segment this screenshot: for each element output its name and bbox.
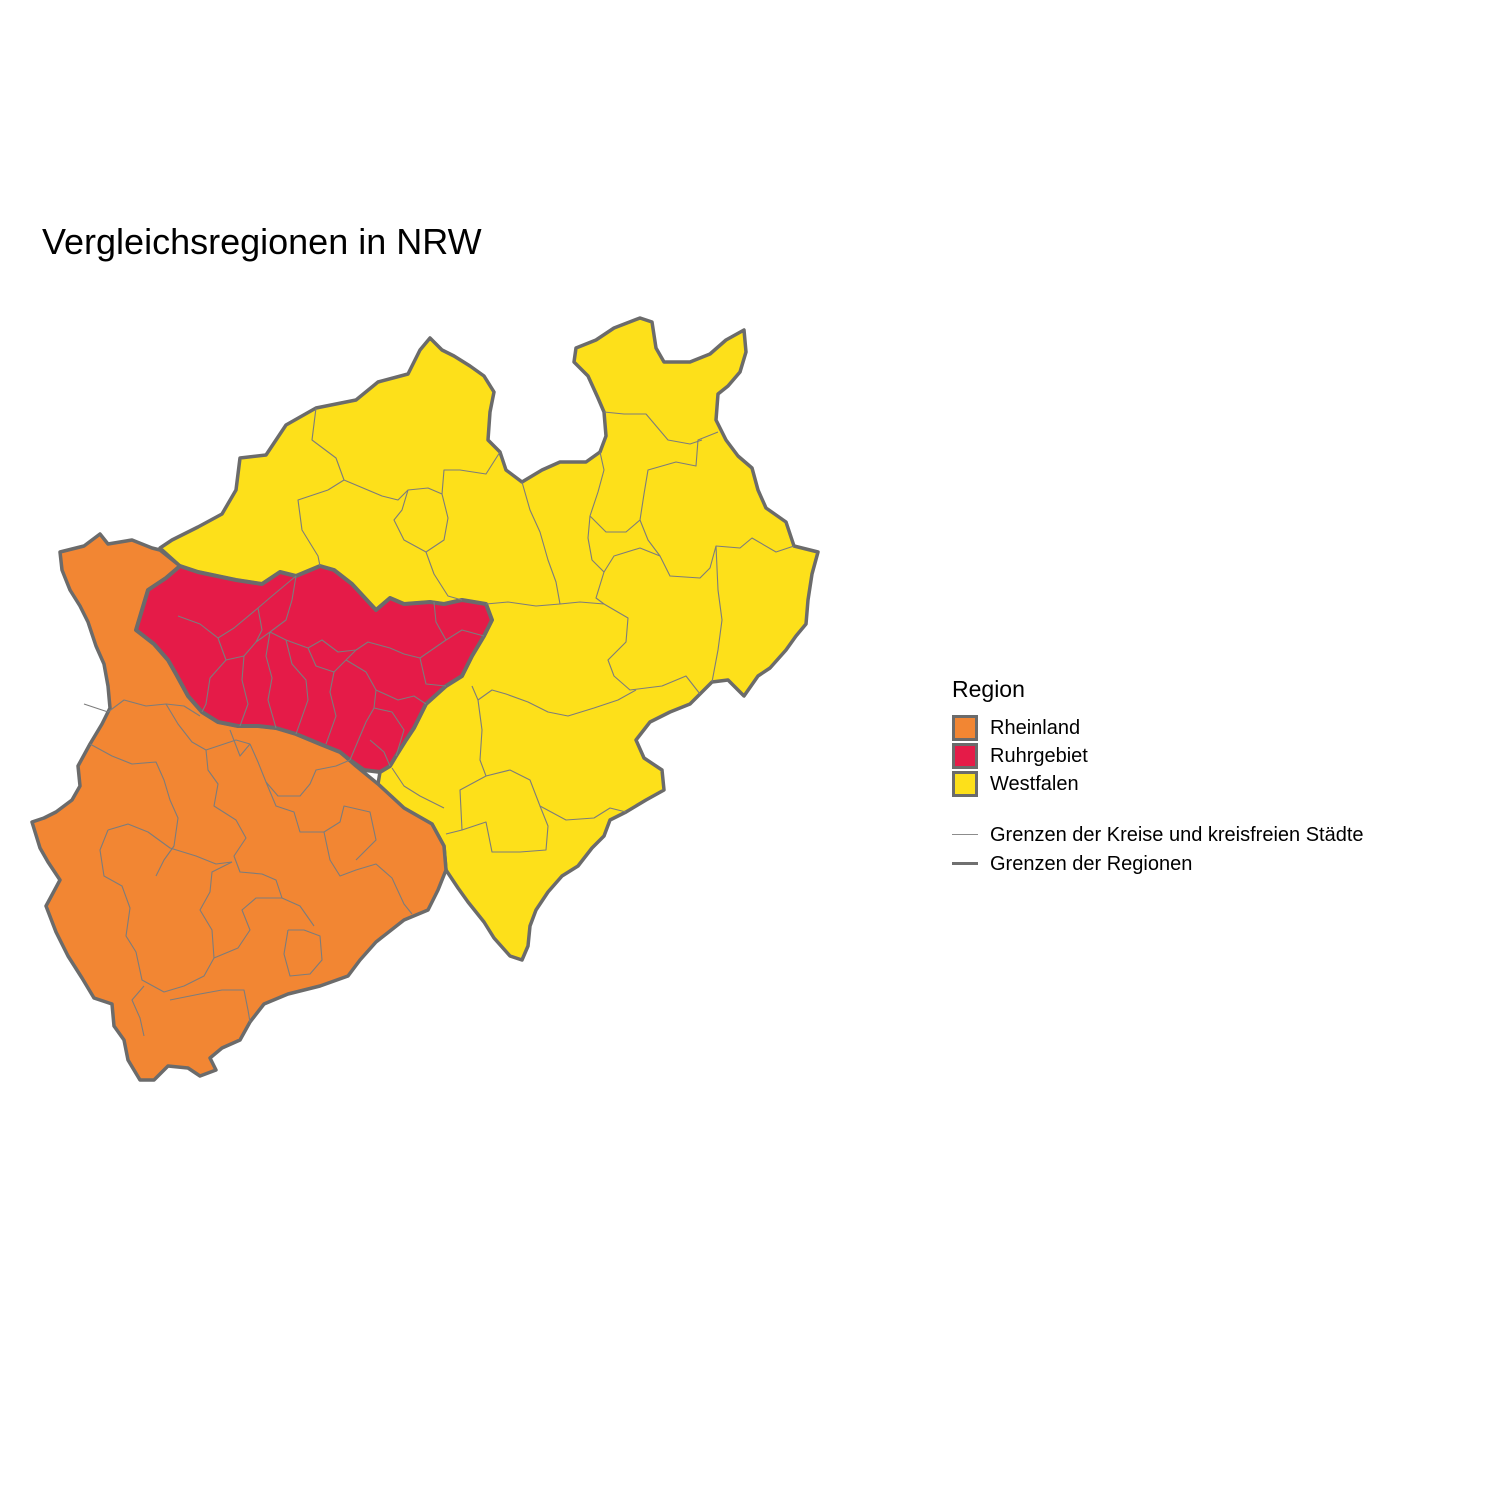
district-border (471, 685, 637, 717)
district-border (99, 829, 315, 993)
district-border (393, 489, 449, 553)
district-border (369, 739, 391, 767)
legend-item-westfalen: Westfalen (952, 770, 1472, 798)
district-border (285, 639, 309, 735)
district-border (461, 769, 549, 853)
district-border (345, 659, 377, 761)
legend-item-rheinland: Rheinland (952, 714, 1472, 742)
district-border (169, 989, 251, 1023)
district-border (297, 489, 329, 567)
district-border (323, 831, 413, 915)
region-ruhrgebiet (134, 564, 494, 774)
district-border (595, 571, 605, 605)
district-border (83, 699, 201, 717)
district-border (217, 575, 297, 639)
district-border (249, 743, 351, 797)
district-border (391, 767, 445, 809)
legend-label-ruhrgebiet: Ruhrgebiet (990, 745, 1088, 767)
legend-title: Region (952, 676, 1025, 702)
legend-thick-line (952, 862, 978, 865)
legend-label-region-borders: Grenzen der Regionen (990, 852, 1193, 875)
legend-item-region-borders: Grenzen der Regionen (952, 849, 1472, 878)
district-border (425, 551, 463, 601)
page-title: Vergleichsregionen in NRW (42, 221, 482, 262)
district-border (89, 743, 179, 877)
district-border (485, 601, 561, 607)
district-border (239, 655, 249, 727)
district-border (131, 985, 145, 1037)
legend: Region Rheinland Ruhrgebiet Westfalen Gr… (952, 676, 1472, 878)
district-border (265, 781, 377, 861)
district-border (373, 707, 405, 757)
district-border (107, 823, 233, 865)
district-border (265, 631, 277, 729)
district-border (433, 601, 447, 641)
district-borders (83, 407, 795, 1037)
legend-label-rheinland: Rheinland (990, 717, 1081, 739)
legend-item-district-borders: Grenzen der Kreise und kreisfreien Städt… (952, 820, 1472, 849)
legend-thin-line (952, 834, 978, 835)
district-border (521, 481, 701, 695)
district-border (419, 657, 447, 687)
district-border (225, 629, 485, 661)
legend-label-westfalen: Westfalen (990, 773, 1079, 795)
district-border (229, 729, 251, 757)
district-border (205, 749, 283, 899)
district-border (325, 671, 337, 745)
district-border (539, 805, 627, 821)
legend-swatch-rheinland (952, 715, 978, 741)
district-border (199, 861, 233, 959)
district-border (375, 689, 427, 705)
district-border (269, 575, 297, 633)
district-border (165, 703, 251, 751)
district-border (283, 929, 323, 977)
district-border (603, 411, 703, 445)
legend-label-district-borders: Grenzen der Kreise und kreisfreien Städt… (990, 823, 1364, 846)
district-border (255, 607, 263, 643)
district-border (639, 519, 795, 579)
legend-item-ruhrgebiet: Ruhrgebiet (952, 742, 1472, 770)
legend-swatch-westfalen (952, 771, 978, 797)
district-border (311, 407, 345, 491)
district-border (711, 545, 723, 683)
district-border (343, 451, 501, 501)
legend-swatch-ruhrgebiet (952, 743, 978, 769)
